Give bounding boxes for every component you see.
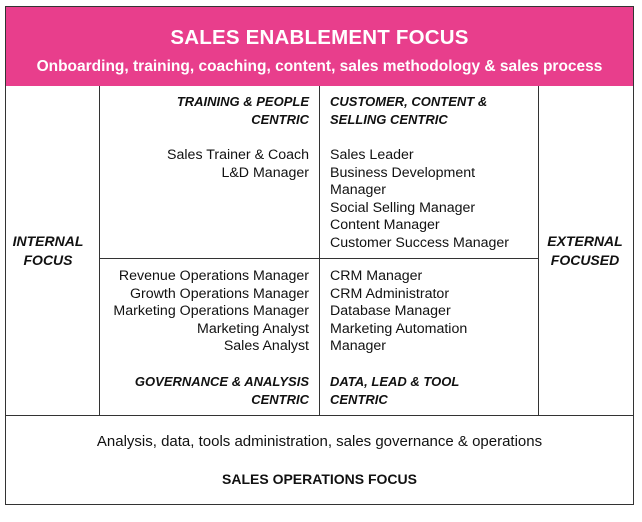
list-item: Sales Analyst	[223, 338, 309, 355]
br-title-line1: DATA, LEAD & TOOL	[330, 374, 460, 389]
internal-focus-line2: FOCUS	[23, 252, 73, 268]
internal-focus-label: INTERNAL FOCUS	[8, 232, 88, 270]
bl-title-line2: CENTRIC	[251, 392, 309, 407]
header-title: SALES ENABLEMENT FOCUS	[170, 26, 469, 49]
external-focused-label: EXTERNAL FOCUSED	[540, 232, 630, 270]
training-people-centric-title: TRAINING & PEOPLE CENTRIC	[177, 93, 309, 129]
list-item: Business Development	[330, 164, 476, 181]
list-item: Customer Success Manager	[330, 234, 509, 251]
list-item: CRM Administrator	[330, 285, 450, 302]
tr-title-line2: SELLING CENTRIC	[330, 112, 448, 127]
bl-title-line1: GOVERNANCE & ANALYSIS	[134, 374, 309, 389]
list-item: Sales Leader	[330, 147, 414, 163]
footer-subtitle: Analysis, data, tools administration, sa…	[96, 433, 543, 450]
list-item: Marketing Operations Manager	[113, 303, 309, 320]
header-subtitle: Onboarding, training, coaching, content,…	[36, 58, 603, 75]
tl-role-list: Sales Trainer & Coach L&D Manager	[167, 147, 309, 182]
list-item: Manager	[330, 338, 386, 355]
tl-title-line1: TRAINING & PEOPLE	[176, 94, 309, 109]
governance-analysis-centric-title: GOVERNANCE & ANALYSIS CENTRIC	[135, 373, 309, 409]
tr-title-line1: CUSTOMER, CONTENT &	[330, 94, 488, 109]
list-item: Growth Operations Manager	[129, 285, 309, 302]
sales-enablement-header: SALES ENABLEMENT FOCUS Onboarding, train…	[5, 6, 634, 86]
sales-operations-focus-title: SALES OPERATIONS FOCUS	[222, 471, 417, 487]
list-item: Marketing Analyst	[197, 320, 309, 337]
internal-focus-line1: INTERNAL	[12, 233, 84, 249]
customer-content-selling-centric-title: CUSTOMER, CONTENT & SELLING CENTRIC	[330, 93, 487, 129]
external-focused-line1: EXTERNAL	[547, 233, 623, 249]
list-item: Sales Trainer & Coach	[167, 147, 309, 163]
footer-divider	[5, 415, 634, 417]
list-item: Revenue Operations Manager	[118, 268, 309, 284]
list-item: Social Selling Manager	[330, 199, 476, 216]
center-divider	[319, 86, 321, 416]
tr-role-list: Sales Leader Business Development Manage…	[330, 147, 509, 253]
list-item: Manager	[330, 182, 386, 199]
list-item: CRM Manager	[330, 268, 423, 284]
external-focused-line2: FOCUSED	[550, 252, 620, 268]
data-lead-tool-centric-title: DATA, LEAD & TOOL CENTRIC	[330, 373, 459, 409]
list-item: Database Manager	[330, 303, 451, 320]
right-column-divider	[538, 86, 540, 416]
middle-divider	[99, 258, 539, 260]
left-column-divider	[99, 86, 101, 416]
bl-role-list: Revenue Operations Manager Growth Operat…	[113, 268, 309, 356]
br-role-list: CRM Manager CRM Administrator Database M…	[330, 268, 467, 356]
tl-title-line2: CENTRIC	[251, 112, 309, 127]
list-item: Marketing Automation	[330, 320, 468, 337]
br-title-line2: CENTRIC	[330, 392, 388, 407]
list-item: Content Manager	[330, 217, 440, 234]
list-item: L&D Manager	[221, 164, 309, 181]
